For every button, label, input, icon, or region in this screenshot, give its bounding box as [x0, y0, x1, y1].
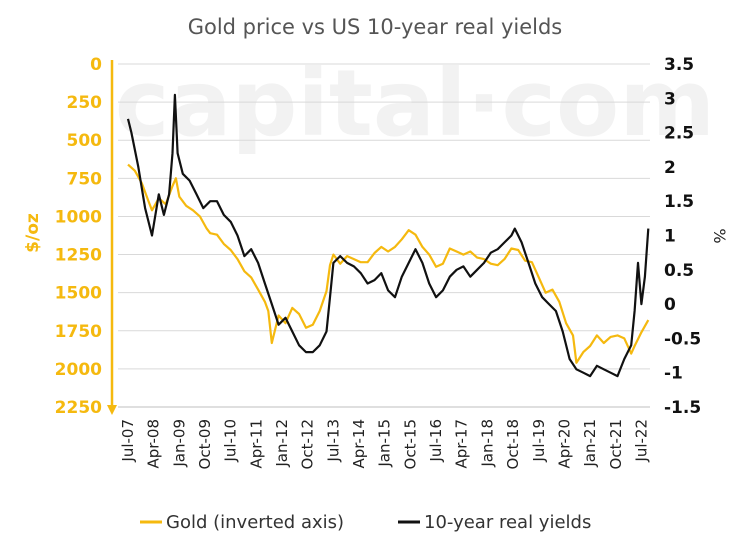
right-axis: 3.5 3 2.5 2 1.5 1 0.5 0 -0.5 -1 -1.5	[664, 55, 701, 418]
right-tick-label: 3	[664, 89, 676, 109]
x-tick-label: Apr-20	[555, 419, 573, 469]
x-tick-label: Oct-18	[504, 419, 522, 469]
x-axis: Jul-07 Apr-08 Jan-09 Oct-09 Jul-10 Apr-11 Jan-…	[118, 406, 650, 469]
left-tick-label: 0	[90, 55, 102, 75]
right-tick-label: 0	[664, 295, 676, 315]
x-tick-label: Jul-22	[632, 419, 650, 463]
x-tick-label: Oct-09	[196, 419, 214, 469]
right-tick-label: 2	[664, 158, 676, 178]
x-tick-label: Apr-11	[247, 419, 265, 469]
left-tick-label: 500	[67, 131, 103, 151]
x-tick-label: Oct-21	[607, 419, 625, 469]
right-tick-label: -0.5	[664, 329, 701, 349]
x-tick-label: Jan-12	[273, 419, 291, 468]
yields-series-line	[126, 93, 650, 378]
right-tick-label: 3.5	[664, 55, 694, 75]
watermark: capital·com	[115, 50, 715, 157]
x-tick-label: Apr-17	[453, 419, 471, 469]
left-tick-label: 250	[67, 93, 103, 113]
x-tick-label: Jul-10	[222, 419, 240, 463]
left-tick-label: 2000	[55, 360, 102, 380]
x-tick-label: Apr-14	[350, 419, 368, 469]
left-tick-label: 1750	[55, 322, 102, 342]
right-axis-label: %	[710, 228, 729, 243]
x-tick-label: Jan-21	[581, 419, 599, 468]
left-tick-label: 1500	[55, 284, 102, 304]
left-axis: 0 250 500 750 1000 1250 1500 1750 2000 2250	[55, 55, 117, 418]
right-tick-label: 0.5	[664, 261, 694, 281]
right-tick-label: 2.5	[664, 124, 694, 144]
right-tick-label: -1	[664, 364, 683, 384]
gold-series-line	[127, 163, 650, 364]
left-axis-arrow-icon	[107, 405, 117, 415]
left-tick-label: 750	[67, 169, 103, 189]
series-lines	[126, 93, 650, 378]
x-tick-label: Jul-07	[119, 419, 137, 463]
x-tick-label: Jul-13	[324, 419, 342, 463]
left-tick-label: 2250	[55, 398, 102, 418]
left-tick-label: 1000	[55, 207, 102, 227]
legend: Gold (inverted axis) 10-year real yields	[140, 512, 591, 533]
x-tick-label: Oct-12	[299, 419, 317, 469]
x-tick-label: Jan-18	[478, 419, 496, 468]
x-tick-label: Apr-08	[145, 419, 163, 469]
right-tick-label: 1	[664, 227, 676, 247]
x-tick-label: Jul-19	[530, 419, 548, 463]
left-axis-label: $/oz	[23, 213, 43, 253]
right-tick-label: -1.5	[664, 398, 701, 418]
chart-title: Gold price vs US 10-year real yields	[188, 15, 563, 39]
x-tick-label: Jan-15	[376, 419, 394, 468]
left-tick-label: 1250	[55, 246, 102, 266]
x-tick-label: Jan-09	[170, 419, 188, 468]
right-tick-label: 1.5	[664, 192, 694, 212]
legend-gold-label: Gold (inverted axis)	[166, 512, 344, 533]
x-tick-label: Jul-16	[427, 419, 445, 463]
x-tick-label: Oct-15	[401, 419, 419, 469]
legend-yields-label: 10-year real yields	[424, 512, 591, 533]
